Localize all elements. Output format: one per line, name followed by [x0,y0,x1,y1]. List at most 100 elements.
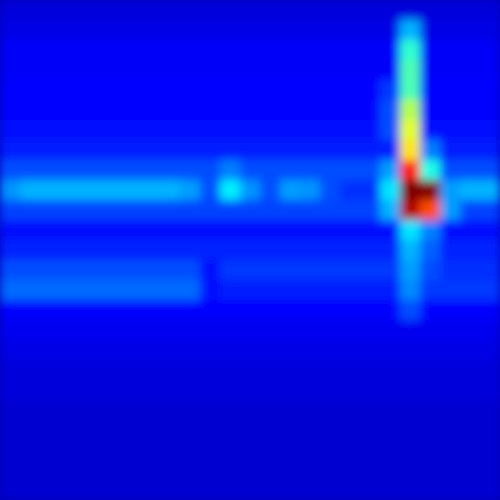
heatmap-cell [320,80,341,101]
heatmap-cell [300,20,321,41]
heatmap-cell [40,300,61,321]
heatmap-cell [420,420,441,441]
heatmap-cell [220,100,241,121]
heatmap-cell [80,20,101,41]
heatmap-cell [220,240,241,261]
heatmap-cell [80,220,101,241]
heatmap-cell [260,100,281,121]
heatmap-cell [80,400,101,421]
heatmap-cell [200,40,221,61]
heatmap-cell [100,20,121,41]
heatmap-cell [40,480,61,500]
heatmap-cell [360,180,381,201]
heatmap-cell [420,100,441,121]
heatmap-cell [480,140,500,161]
heatmap-cell [380,380,401,401]
heatmap-cell [0,80,21,101]
heatmap-cell [320,340,341,361]
heatmap-cell [360,460,381,481]
heatmap-cell [440,480,461,500]
heatmap-cell [340,280,361,301]
heatmap-cell [320,440,341,461]
heatmap-cell [60,220,81,241]
heatmap-cell [40,460,61,481]
heatmap-cell [140,200,161,221]
heatmap-cell [140,400,161,421]
heatmap-cell [400,160,421,181]
heatmap-cell [480,480,500,500]
heatmap-cell [340,400,361,421]
heatmap-cell [360,360,381,381]
heatmap-cell [220,480,241,500]
heatmap-cell [360,240,381,261]
heatmap-cell [460,20,481,41]
heatmap-cell [240,100,261,121]
heatmap-cell [20,480,41,500]
heatmap-cell [360,380,381,401]
heatmap-cell [380,220,401,241]
heatmap-cell [300,380,321,401]
heatmap-cell [0,320,21,341]
heatmap-cell [80,340,101,361]
heatmap-cell [320,180,341,201]
heatmap-cell [180,120,201,141]
heatmap-cell [440,420,461,441]
heatmap-cell [40,320,61,341]
heatmap-cell [0,360,21,381]
heatmap-cell [240,320,261,341]
heatmap-cell [140,260,161,281]
heatmap-cell [140,460,161,481]
heatmap-cell [120,360,141,381]
heatmap-cell [200,140,221,161]
heatmap-cell [120,100,141,121]
heatmap-cell [420,400,441,421]
heatmap-cell [220,140,241,161]
heatmap-cell [220,460,241,481]
heatmap-cell [20,420,41,441]
heatmap-cell [100,200,121,221]
heatmap-cell [100,260,121,281]
heatmap-cell [360,260,381,281]
heatmap-cell [420,320,441,341]
heatmap-cell [60,80,81,101]
heatmap-cell [260,80,281,101]
heatmap-cell [340,220,361,241]
heatmap-cell [340,80,361,101]
heatmap-cell [340,480,361,500]
heatmap-cell [460,100,481,121]
heatmap-cell [140,480,161,500]
heatmap-cell [300,220,321,241]
heatmap-cell [180,100,201,121]
heatmap-cell [240,200,261,221]
heatmap-cell [40,240,61,261]
heatmap-cell [0,380,21,401]
heatmap-cell [460,420,481,441]
heatmap-cell [400,300,421,321]
heatmap-cell [400,440,421,461]
heatmap-cell [60,240,81,261]
heatmap-cell [260,300,281,321]
heatmap-cell [380,20,401,41]
heatmap-cell [20,260,41,281]
heatmap-cell [80,60,101,81]
heatmap-cell [240,400,261,421]
heatmap-cell [220,120,241,141]
heatmap-cell [180,460,201,481]
heatmap-cell [220,80,241,101]
heatmap-cell [420,220,441,241]
heatmap-cell [420,480,441,500]
heatmap-cell [300,240,321,261]
heatmap-cell [240,120,261,141]
heatmap-cell [480,360,500,381]
heatmap-cell [120,420,141,441]
heatmap-cell [200,280,221,301]
heatmap-cell [380,80,401,101]
heatmap-cell [440,80,461,101]
heatmap-cell [120,40,141,61]
heatmap-cell [200,460,221,481]
heatmap-cell [320,160,341,181]
heatmap-cell [460,440,481,461]
heatmap-cell [480,200,500,221]
heatmap-cell [260,20,281,41]
heatmap-cell [280,140,301,161]
